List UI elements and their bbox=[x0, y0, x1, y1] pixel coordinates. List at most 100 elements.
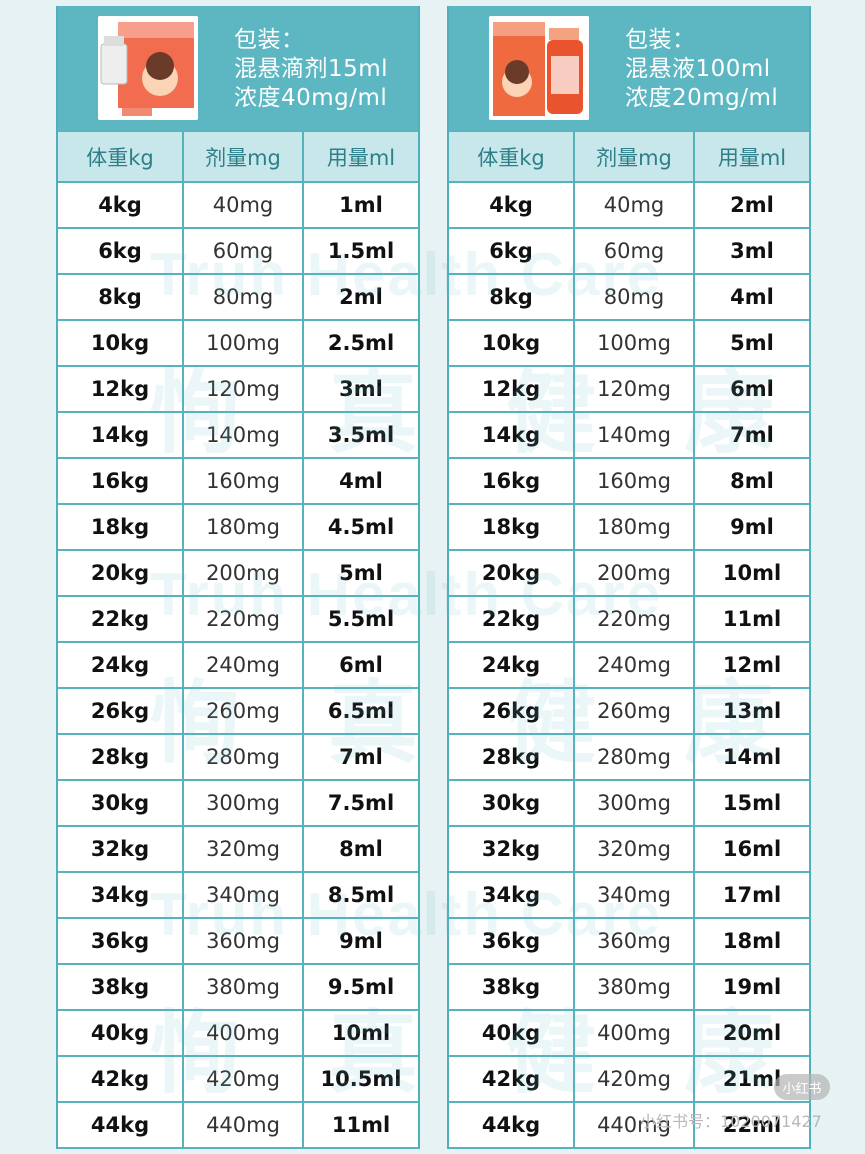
dose-cell: 180mg bbox=[575, 505, 695, 549]
weight-cell: 30kg bbox=[58, 781, 184, 825]
column-volume: 用量ml bbox=[326, 145, 396, 170]
table-row: 26kg 260mg 13ml bbox=[449, 689, 809, 735]
volume-cell: 21ml bbox=[722, 1067, 782, 1091]
volume-cell: 7.5ml bbox=[327, 791, 395, 815]
dose-cell: 420mg bbox=[184, 1057, 304, 1101]
table-row: 6kg 60mg 1.5ml bbox=[58, 229, 418, 275]
dosage-table-drops: 包装： 混悬滴剂15ml 浓度40mg/ml 体重kg 剂量mg 用量ml 4k… bbox=[56, 6, 420, 1149]
volume-cell: 18ml bbox=[722, 929, 782, 953]
table-row: 12kg 120mg 6ml bbox=[449, 367, 809, 413]
table-row: 42kg 420mg 21ml bbox=[449, 1057, 809, 1103]
table-row: 4kg 40mg 1ml bbox=[58, 183, 418, 229]
table-row: 32kg 320mg 8ml bbox=[58, 827, 418, 873]
dose-cell: 180mg bbox=[184, 505, 304, 549]
volume-cell: 8ml bbox=[339, 837, 383, 861]
dose-cell: 340mg bbox=[575, 873, 695, 917]
volume-cell: 3ml bbox=[730, 239, 774, 263]
table-row: 6kg 60mg 3ml bbox=[449, 229, 809, 275]
dose-cell: 300mg bbox=[184, 781, 304, 825]
dose-cell: 60mg bbox=[184, 229, 304, 273]
weight-cell: 16kg bbox=[58, 459, 184, 503]
table-header: 体重kg 剂量mg 用量ml bbox=[58, 131, 418, 183]
weight-cell: 32kg bbox=[449, 827, 575, 871]
weight-cell: 34kg bbox=[449, 873, 575, 917]
table-row: 22kg 220mg 5.5ml bbox=[58, 597, 418, 643]
weight-cell: 26kg bbox=[449, 689, 575, 733]
dose-cell: 220mg bbox=[184, 597, 304, 641]
table-row: 16kg 160mg 4ml bbox=[58, 459, 418, 505]
weight-cell: 44kg bbox=[58, 1103, 184, 1147]
volume-cell: 9ml bbox=[339, 929, 383, 953]
package-title: 包装： bbox=[234, 27, 305, 53]
table-row: 34kg 340mg 8.5ml bbox=[58, 873, 418, 919]
dose-cell: 440mg bbox=[575, 1103, 695, 1147]
dose-cell: 440mg bbox=[184, 1103, 304, 1147]
dose-cell: 300mg bbox=[575, 781, 695, 825]
package-info: 包装： 混悬液100ml 浓度20mg/ml bbox=[625, 26, 778, 113]
table-body: 4kg 40mg 2ml 6kg 60mg 3ml 8kg 80mg 4ml 10kg 100mg 5… bbox=[449, 183, 809, 1149]
column-weight: 体重kg bbox=[58, 132, 184, 181]
concentration: 浓度40mg/ml bbox=[234, 85, 388, 111]
table-row: 40kg 400mg 10ml bbox=[58, 1011, 418, 1057]
dose-cell: 200mg bbox=[575, 551, 695, 595]
table-row: 16kg 160mg 8ml bbox=[449, 459, 809, 505]
weight-cell: 6kg bbox=[58, 229, 184, 273]
weight-cell: 4kg bbox=[449, 183, 575, 227]
table-row: 4kg 40mg 2ml bbox=[449, 183, 809, 229]
volume-cell: 7ml bbox=[339, 745, 383, 769]
column-weight: 体重kg bbox=[449, 132, 575, 181]
package-info: 包装： 混悬滴剂15ml 浓度40mg/ml bbox=[234, 26, 388, 113]
table-body: 4kg 40mg 1ml 6kg 60mg 1.5ml 8kg 80mg 2ml 10kg 100m… bbox=[58, 183, 418, 1149]
table-row: 40kg 400mg 20ml bbox=[449, 1011, 809, 1057]
dose-cell: 400mg bbox=[184, 1011, 304, 1055]
volume-cell: 8ml bbox=[730, 469, 774, 493]
table-row: 8kg 80mg 4ml bbox=[449, 275, 809, 321]
weight-cell: 22kg bbox=[58, 597, 184, 641]
dose-cell: 60mg bbox=[575, 229, 695, 273]
weight-cell: 34kg bbox=[58, 873, 184, 917]
table-row: 28kg 280mg 14ml bbox=[449, 735, 809, 781]
volume-cell: 4ml bbox=[730, 285, 774, 309]
dose-cell: 260mg bbox=[184, 689, 304, 733]
dose-cell: 360mg bbox=[184, 919, 304, 963]
dosage-table-suspension: 包装： 混悬液100ml 浓度20mg/ml 体重kg 剂量mg 用量ml 4k… bbox=[447, 6, 811, 1149]
weight-cell: 40kg bbox=[58, 1011, 184, 1055]
weight-cell: 36kg bbox=[449, 919, 575, 963]
table-row: 38kg 380mg 9.5ml bbox=[58, 965, 418, 1011]
volume-cell: 2ml bbox=[339, 285, 383, 309]
weight-cell: 14kg bbox=[449, 413, 575, 457]
volume-cell: 4ml bbox=[339, 469, 383, 493]
weight-cell: 24kg bbox=[449, 643, 575, 687]
table-row: 12kg 120mg 3ml bbox=[58, 367, 418, 413]
column-volume: 用量ml bbox=[717, 145, 787, 170]
volume-cell: 8.5ml bbox=[327, 883, 395, 907]
volume-cell: 19ml bbox=[722, 975, 782, 999]
table-row: 20kg 200mg 5ml bbox=[58, 551, 418, 597]
table-row: 32kg 320mg 16ml bbox=[449, 827, 809, 873]
weight-cell: 30kg bbox=[449, 781, 575, 825]
volume-cell: 1.5ml bbox=[327, 239, 395, 263]
weight-cell: 12kg bbox=[449, 367, 575, 411]
table-row: 24kg 240mg 6ml bbox=[58, 643, 418, 689]
volume-cell: 6.5ml bbox=[327, 699, 395, 723]
dose-cell: 140mg bbox=[184, 413, 304, 457]
package-title: 包装： bbox=[625, 27, 696, 53]
column-dose: 剂量mg bbox=[575, 132, 695, 181]
product-bottle-image bbox=[489, 16, 589, 120]
table-row: 14kg 140mg 3.5ml bbox=[58, 413, 418, 459]
table-row: 30kg 300mg 7.5ml bbox=[58, 781, 418, 827]
volume-cell: 4.5ml bbox=[327, 515, 395, 539]
weight-cell: 18kg bbox=[449, 505, 575, 549]
table-row: 24kg 240mg 12ml bbox=[449, 643, 809, 689]
table-row: 44kg 440mg 11ml bbox=[58, 1103, 418, 1149]
volume-cell: 7ml bbox=[730, 423, 774, 447]
volume-cell: 11ml bbox=[331, 1113, 391, 1137]
table-row: 38kg 380mg 19ml bbox=[449, 965, 809, 1011]
weight-cell: 14kg bbox=[58, 413, 184, 457]
dose-cell: 280mg bbox=[575, 735, 695, 779]
volume-cell: 2.5ml bbox=[327, 331, 395, 355]
volume-cell: 5.5ml bbox=[327, 607, 395, 631]
table-row: 36kg 360mg 18ml bbox=[449, 919, 809, 965]
volume-cell: 22ml bbox=[722, 1113, 782, 1137]
weight-cell: 28kg bbox=[449, 735, 575, 779]
